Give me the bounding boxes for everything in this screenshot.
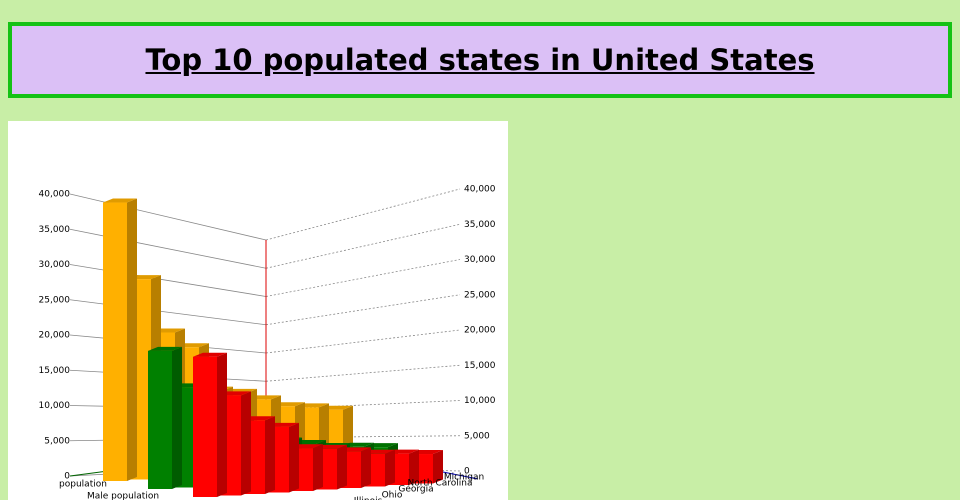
y-tick-label: 30,000 (39, 260, 71, 270)
bar-top (193, 352, 227, 357)
y-tick-label: 25,000 (464, 290, 496, 300)
y-tick-label: 0 (64, 472, 70, 482)
x-tick-label: Michigan (444, 473, 484, 483)
y-tick-label: 40,000 (464, 185, 496, 195)
bar-front (193, 356, 217, 497)
bar-side (172, 346, 182, 489)
y-tick-label: 35,000 (39, 225, 71, 235)
y-tick-label: 0 (464, 467, 470, 477)
grid-line (69, 193, 267, 241)
bar-top (148, 346, 182, 351)
bar-side (313, 444, 323, 491)
bar-side (385, 449, 395, 487)
grid-line (265, 294, 461, 326)
bar-front (148, 350, 172, 489)
series-label: Male population (87, 492, 159, 500)
bar-front (103, 202, 127, 481)
bar (217, 391, 251, 496)
bar-side (433, 450, 443, 484)
bar-side (241, 391, 251, 496)
x-tick-label: Illinois (354, 497, 383, 500)
bar-side (409, 449, 419, 485)
chart-title: Top 10 populated states in United States (145, 43, 815, 77)
axis-line (69, 470, 109, 477)
bar-side (289, 422, 299, 493)
y-tick-label: 35,000 (464, 220, 496, 230)
y-tick-label: 15,000 (39, 366, 71, 376)
series-label: population (59, 480, 107, 490)
y-tick-label: 5,000 (464, 431, 490, 441)
bar-top (103, 198, 137, 203)
bar (103, 198, 137, 481)
grid-line (265, 223, 461, 269)
y-tick-label: 25,000 (39, 295, 71, 305)
bar-side (127, 198, 137, 481)
y-tick-label: 5,000 (44, 436, 70, 446)
grid-line (265, 259, 461, 297)
x-tick-label: Ohio (382, 491, 403, 500)
x-tick-label: Georgia (398, 485, 433, 495)
bar-side (217, 352, 227, 497)
y-tick-label: 20,000 (464, 326, 496, 336)
grid-line (69, 228, 267, 269)
y-tick-label: 10,000 (39, 401, 71, 411)
grid-line (69, 299, 267, 326)
grid-line (265, 364, 461, 382)
y-tick-label: 30,000 (464, 255, 496, 265)
y-tick-label: 10,000 (464, 396, 496, 406)
title-box: Top 10 populated states in United States (8, 22, 952, 98)
bar-side (265, 416, 275, 494)
y-tick-label: 15,000 (464, 361, 496, 371)
bar-side (337, 444, 347, 490)
grid-line (265, 188, 461, 241)
bar (193, 352, 227, 497)
x-tick-label: North Carolina (407, 479, 472, 489)
bar-side (361, 447, 371, 488)
grid-line (265, 329, 461, 354)
y-tick-label: 40,000 (39, 190, 71, 200)
chart: 0 0 5,000 5,000 10,000 10,000 15,000 15,000 20,0… (8, 121, 508, 500)
grid-line (69, 264, 267, 297)
bar (148, 346, 182, 489)
y-tick-label: 20,000 (39, 331, 71, 341)
